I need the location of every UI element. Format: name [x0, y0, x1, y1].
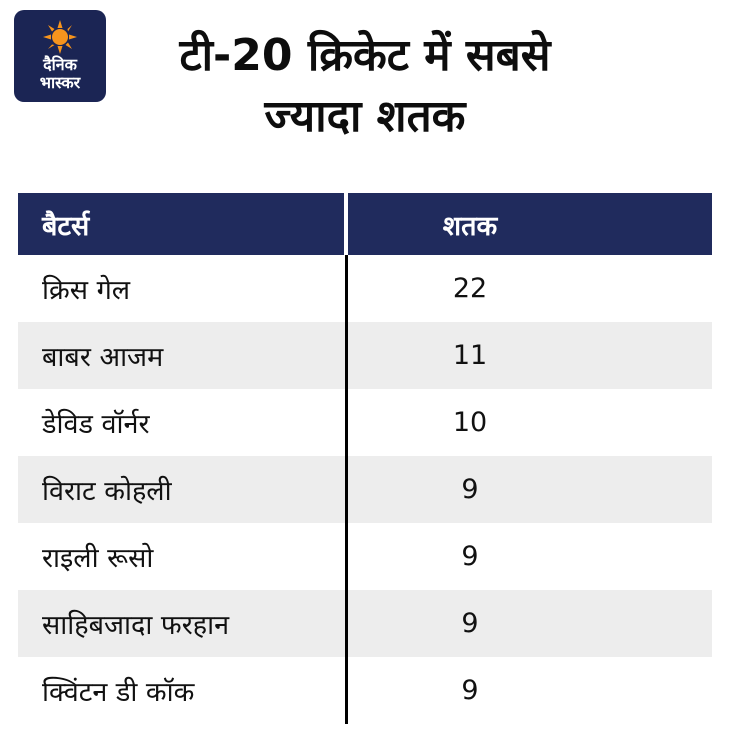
- centuries-count-cell: 9: [348, 590, 712, 657]
- table-body: क्रिस गेल 22 बाबर आजम 11 डेविड वॉर्नर 10…: [18, 255, 712, 724]
- batter-name: बाबर आजम: [18, 322, 348, 389]
- batter-name: क्विंटन डी कॉक: [18, 657, 348, 724]
- centuries-count-cell: 9: [348, 456, 712, 523]
- logo-text: दैनिक भास्कर: [39, 54, 81, 93]
- batter-name: विराट कोहली: [18, 456, 348, 523]
- centuries-count: 9: [461, 608, 479, 639]
- centuries-count: 9: [461, 675, 479, 706]
- page-header: दैनिक भास्कर टी-20 क्रिकेट में सबसे ज्या…: [0, 0, 730, 193]
- logo-text-line2: भास्कर: [39, 73, 81, 92]
- column-header-centuries-label: शतक: [442, 210, 498, 242]
- sun-icon: [43, 19, 77, 54]
- dainik-bhaskar-logo: दैनिक भास्कर: [14, 10, 106, 102]
- batter-name: राइली रूसो: [18, 523, 348, 590]
- centuries-count-cell: 9: [348, 523, 712, 590]
- table-row: साहिबजादा फरहान 9: [18, 590, 712, 657]
- page-title: टी-20 क्रिकेट में सबसे ज्यादा शतक: [0, 0, 730, 147]
- centuries-count-cell: 9: [348, 657, 712, 724]
- centuries-count: 9: [461, 474, 479, 505]
- centuries-count-cell: 10: [348, 389, 712, 456]
- table-row: विराट कोहली 9: [18, 456, 712, 523]
- centuries-count-cell: 22: [348, 255, 712, 322]
- column-header-batters: बैटर्स: [18, 193, 344, 255]
- table-row: बाबर आजम 11: [18, 322, 712, 389]
- table-row: राइली रूसो 9: [18, 523, 712, 590]
- column-header-centuries: शतक: [348, 193, 712, 255]
- table-row: क्रिस गेल 22: [18, 255, 712, 322]
- centuries-table: बैटर्स शतक क्रिस गेल 22 बाबर आजम 11 डेवि…: [18, 193, 712, 724]
- centuries-count: 11: [452, 340, 488, 371]
- centuries-count: 22: [452, 273, 488, 304]
- batter-name: क्रिस गेल: [18, 255, 348, 322]
- page-title-line2: ज्यादा शतक: [264, 90, 466, 142]
- batter-name: डेविड वॉर्नर: [18, 389, 348, 456]
- logo-text-line1: दैनिक: [43, 54, 77, 74]
- centuries-count-cell: 11: [348, 322, 712, 389]
- table-row: क्विंटन डी कॉक 9: [18, 657, 712, 724]
- table-header-row: बैटर्स शतक: [18, 193, 712, 255]
- centuries-count: 10: [452, 407, 488, 438]
- batter-name: साहिबजादा फरहान: [18, 590, 348, 657]
- table-row: डेविड वॉर्नर 10: [18, 389, 712, 456]
- centuries-count: 9: [461, 541, 479, 572]
- page-title-line1: टी-20 क्रिकेट में सबसे: [179, 30, 551, 81]
